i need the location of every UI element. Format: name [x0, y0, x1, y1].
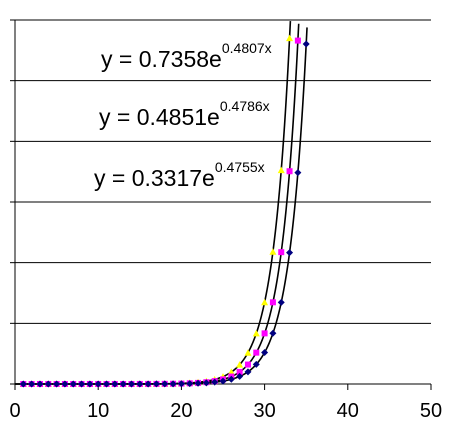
- data-point: [211, 378, 219, 386]
- series-3-points: [19, 40, 310, 388]
- equation-1-exponent: 0.4807x: [222, 40, 272, 56]
- data-point: [28, 380, 36, 388]
- x-tick-label-50: 50: [420, 400, 442, 422]
- data-point: [252, 329, 260, 337]
- data-point: [103, 380, 111, 388]
- data-point: [277, 166, 285, 174]
- x-tick-label-40: 40: [337, 400, 359, 422]
- data-point: [244, 349, 252, 356]
- data-point: [269, 299, 276, 306]
- svg-text:y = 0.7358e0.4807x: y = 0.7358e0.4807x: [101, 40, 272, 72]
- data-point: [286, 34, 294, 42]
- data-point: [136, 380, 144, 388]
- gridlines: [15, 19, 431, 324]
- data-point: [286, 168, 293, 175]
- data-point: [227, 368, 235, 376]
- data-point: [261, 298, 269, 306]
- data-point: [36, 380, 44, 388]
- data-point: [194, 379, 202, 387]
- data-point: [236, 372, 244, 380]
- equation-1-base: y = 0.7358e: [101, 46, 222, 72]
- x-tick-label-30: 30: [253, 400, 275, 422]
- equation-2-exponent: 0.4786x: [220, 98, 270, 114]
- x-tick-label-10: 10: [87, 400, 109, 422]
- trendline-equation-2: y = 0.4851e0.4786x: [99, 98, 270, 130]
- data-point: [294, 169, 302, 177]
- data-point: [278, 249, 285, 256]
- equation-2-base: y = 0.4851e: [99, 104, 220, 130]
- svg-text:y = 0.3317e0.4755x: y = 0.3317e0.4755x: [94, 159, 265, 191]
- data-point: [227, 375, 235, 383]
- data-point: [236, 361, 244, 368]
- data-point: [186, 380, 194, 388]
- equation-3-base: y = 0.3317e: [94, 165, 215, 191]
- data-point: [202, 379, 210, 387]
- equation-3-exponent: 0.4755x: [215, 159, 265, 175]
- data-point: [169, 380, 177, 388]
- data-point: [236, 368, 243, 375]
- trendline-equation-1: y = 0.7358e0.4807x: [101, 40, 272, 72]
- svg-text:y = 0.4851e0.4786x: y = 0.4851e0.4786x: [99, 98, 270, 130]
- data-point: [161, 380, 169, 388]
- data-point: [78, 380, 86, 388]
- trendline-1: [15, 21, 292, 385]
- data-point: [69, 380, 77, 388]
- x-tick-label-0: 0: [9, 400, 20, 422]
- data-point: [111, 380, 119, 388]
- data-point: [152, 380, 160, 388]
- series-2-points: [20, 37, 301, 387]
- data-point: [277, 298, 285, 306]
- trendline-2: [15, 23, 300, 385]
- data-point: [252, 360, 260, 368]
- x-axis-ticks: 0 10 20 30 40 50: [9, 384, 442, 422]
- data-point: [294, 37, 301, 44]
- data-point: [244, 368, 252, 376]
- data-point: [127, 380, 135, 388]
- series-1-points: [19, 34, 294, 387]
- data-point: [286, 249, 294, 257]
- x-tick-label-20: 20: [170, 400, 192, 422]
- data-point: [44, 380, 52, 388]
- data-point: [269, 248, 277, 255]
- data-point: [144, 380, 152, 388]
- data-point: [261, 330, 268, 337]
- data-point: [53, 380, 61, 388]
- data-point: [94, 380, 102, 388]
- data-point: [61, 380, 69, 388]
- data-point: [269, 329, 277, 337]
- trendlines: [15, 21, 308, 385]
- data-point: [19, 380, 27, 388]
- data-point: [219, 377, 227, 385]
- trendline-equation-3: y = 0.3317e0.4755x: [94, 159, 265, 191]
- data-point: [177, 380, 185, 388]
- data-point: [244, 361, 251, 368]
- data-point: [302, 40, 310, 48]
- data-point: [261, 348, 269, 356]
- data-point: [86, 380, 94, 388]
- data-point: [253, 349, 260, 356]
- data-point: [119, 380, 127, 388]
- data-points: [19, 34, 310, 388]
